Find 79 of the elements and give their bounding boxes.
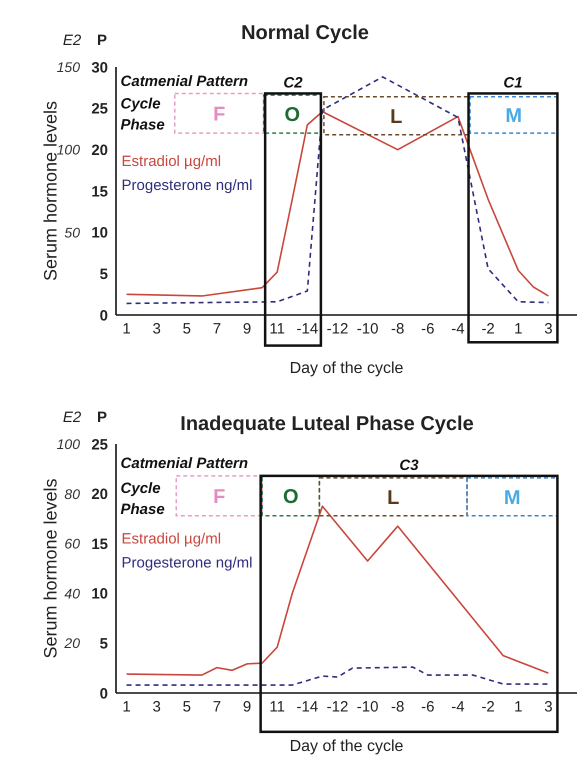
text: P bbox=[96, 409, 108, 426]
y2-tick-label: 15 bbox=[91, 536, 108, 553]
x-tick-label: 1 bbox=[122, 320, 131, 338]
x-tick-label: -6 bbox=[421, 698, 435, 716]
x-tick-label: 1 bbox=[514, 320, 522, 338]
y2-tick-label: 10 bbox=[91, 586, 108, 603]
x-tick-label: -4 bbox=[451, 320, 465, 338]
x-tick-label: 3 bbox=[544, 320, 553, 338]
text: P bbox=[96, 32, 108, 49]
annotation: C2 bbox=[283, 74, 304, 92]
y2-tick-label: 10 bbox=[91, 224, 108, 242]
x-axis-title: Day of the cycle bbox=[290, 738, 404, 755]
text: Progesterone ng/ml bbox=[122, 554, 252, 572]
annotation: Cycle Phase bbox=[120, 95, 165, 134]
text: E2 bbox=[62, 32, 82, 49]
annotation: Cycle Phase bbox=[120, 480, 165, 518]
x-tick-label: 3 bbox=[152, 320, 161, 338]
y-tick-label: 80 bbox=[64, 486, 80, 502]
text: Progesterone ng/ml bbox=[122, 177, 252, 194]
x-tick-label: -10 bbox=[356, 320, 378, 338]
y-tick-label: 150 bbox=[56, 58, 80, 75]
chart-title: Normal Cycle bbox=[241, 22, 369, 44]
y2-tick-label: 25 bbox=[91, 100, 108, 118]
x-tick-label: 11 bbox=[269, 320, 285, 338]
x-tick-label: -8 bbox=[391, 698, 404, 716]
x-tick-label: -10 bbox=[356, 698, 378, 716]
x-tick-label: 7 bbox=[212, 698, 222, 716]
annotation: Catmenial Pattern bbox=[120, 73, 248, 90]
annotation: L bbox=[390, 106, 402, 128]
annotation: F bbox=[213, 103, 226, 126]
chart-title: Inadequate Luteal Phase Cycle bbox=[180, 413, 474, 435]
y2-tick-label: 0 bbox=[100, 685, 108, 702]
y2-tick-label: 20 bbox=[91, 486, 108, 504]
annotation: C1 bbox=[503, 74, 523, 92]
y-tick-label: 50 bbox=[64, 224, 80, 240]
annotation: L bbox=[387, 486, 400, 509]
x-tick-label: -8 bbox=[391, 320, 404, 338]
x-tick-label: -2 bbox=[481, 698, 495, 716]
annotation: M bbox=[504, 486, 521, 509]
y-tick-label: 20 bbox=[63, 635, 80, 652]
x-tick-label: -12 bbox=[326, 698, 348, 716]
x-tick-label: 9 bbox=[242, 698, 252, 716]
y-axis-title: Serum hormone levels bbox=[40, 478, 60, 659]
x-tick-label: 5 bbox=[182, 320, 191, 338]
y-tick-label: 100 bbox=[56, 436, 80, 452]
x-tick-label: 9 bbox=[242, 320, 252, 338]
text: Estradiol µg/ml bbox=[122, 153, 222, 170]
line-series bbox=[126, 666, 550, 686]
x-tick-label: -6 bbox=[421, 320, 435, 338]
annotation: O bbox=[284, 104, 300, 126]
x-tick-label: 3 bbox=[544, 698, 553, 716]
y-tick-label: 40 bbox=[64, 585, 80, 602]
x-tick-label: -12 bbox=[326, 320, 348, 338]
y2-tick-label: 15 bbox=[91, 183, 108, 200]
annotation: C3 bbox=[399, 456, 420, 474]
y2-tick-label: 20 bbox=[91, 142, 108, 159]
y2-tick-label: 25 bbox=[91, 436, 108, 454]
x-axis-title: Day of the cycle bbox=[290, 360, 404, 377]
annotation: F bbox=[213, 486, 226, 508]
y-tick-label: 60 bbox=[64, 536, 80, 552]
x-tick-label: 7 bbox=[212, 320, 222, 338]
x-tick-label: 1 bbox=[514, 698, 522, 716]
text: E2 bbox=[62, 409, 82, 426]
x-tick-label: -14 bbox=[296, 698, 318, 716]
x-tick-label: 11 bbox=[269, 698, 285, 716]
annotation: O bbox=[282, 486, 299, 508]
annotation: Catmenial Pattern bbox=[120, 454, 248, 472]
text: Estradiol µg/ml bbox=[122, 530, 222, 548]
y2-tick-label: 30 bbox=[91, 59, 108, 76]
x-tick-label: 1 bbox=[122, 698, 131, 716]
x-tick-label: -4 bbox=[451, 698, 465, 716]
x-tick-label: 3 bbox=[152, 698, 161, 716]
y2-tick-label: 5 bbox=[100, 636, 108, 653]
y2-tick-label: 0 bbox=[100, 307, 108, 324]
annotation: M bbox=[505, 104, 522, 127]
x-tick-label: -2 bbox=[481, 320, 495, 338]
y2-tick-label: 5 bbox=[100, 266, 108, 283]
x-tick-label: 5 bbox=[182, 698, 191, 716]
x-tick-label: -14 bbox=[296, 320, 318, 338]
